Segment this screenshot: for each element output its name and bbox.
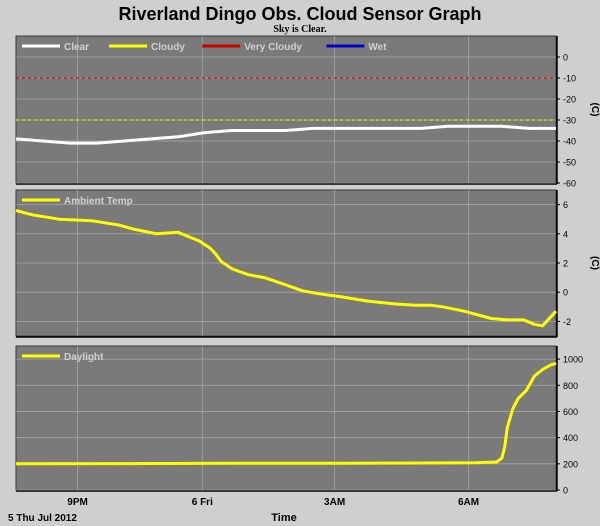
y-tick-label: 0 bbox=[563, 53, 568, 63]
legend-label: Very Cloudy bbox=[244, 42, 302, 53]
series-line bbox=[15, 361, 557, 466]
y-tick-label: 400 bbox=[563, 433, 578, 443]
y-tick-label: -40 bbox=[563, 137, 576, 147]
plot-area bbox=[15, 35, 557, 184]
y-tick-label: -2 bbox=[563, 317, 571, 327]
x-axis-label: Time bbox=[271, 512, 296, 524]
x-tick-label: 6AM bbox=[458, 497, 479, 508]
y-tick-label: -30 bbox=[563, 116, 576, 126]
y-tick-label: 0 bbox=[563, 288, 568, 298]
y-tick-label: 6 bbox=[563, 200, 568, 210]
legend-label: Wet bbox=[368, 42, 387, 53]
y-tick-label: 200 bbox=[563, 459, 578, 469]
x-tick-label: 3AM bbox=[324, 497, 345, 508]
chart-title: Riverland Dingo Obs. Cloud Sensor Graph bbox=[118, 4, 481, 24]
x-tick-label: 9PM bbox=[67, 497, 88, 508]
legend-label: Cloudy bbox=[151, 42, 185, 53]
date-label: 5 Thu Jul 2012 bbox=[8, 513, 77, 524]
series-line bbox=[15, 124, 556, 145]
y-axis-label: (C) bbox=[589, 256, 600, 270]
y-tick-label: -10 bbox=[563, 74, 576, 84]
y-tick-label: 600 bbox=[563, 407, 578, 417]
legend-label: Daylight bbox=[64, 352, 104, 363]
y-tick-label: -60 bbox=[563, 179, 576, 189]
y-axis-label: (C) bbox=[589, 103, 600, 117]
sky-status: Sky is Clear. bbox=[273, 24, 327, 35]
y-tick-label: 0 bbox=[563, 486, 568, 496]
sky-temperature-panel: 0 -10 -20 -30 -40 -50 -60 (C) Clear Cloudy Very Cl… bbox=[15, 35, 600, 189]
y-tick-label: 1000 bbox=[563, 355, 583, 365]
y-tick-label: 800 bbox=[563, 381, 578, 391]
series-line bbox=[15, 208, 558, 328]
ambient-temperature-panel: 6 4 2 0 -2 (C) Ambient Temp bbox=[15, 189, 600, 338]
plot-area bbox=[15, 345, 557, 491]
x-tick-label: 6 Fri bbox=[192, 497, 213, 508]
y-tick-label: 2 bbox=[563, 259, 568, 269]
y-tick-label: 4 bbox=[563, 229, 568, 239]
legend-label: Clear bbox=[64, 42, 89, 53]
y-tick-label: -50 bbox=[563, 158, 576, 168]
y-tick-label: -20 bbox=[563, 95, 576, 105]
legend-label: Ambient Temp bbox=[64, 196, 133, 207]
daylight-panel: 1000 800 600 400 200 0 Daylight 9PM 6 Fri 3AM 6AM bbox=[15, 345, 583, 508]
